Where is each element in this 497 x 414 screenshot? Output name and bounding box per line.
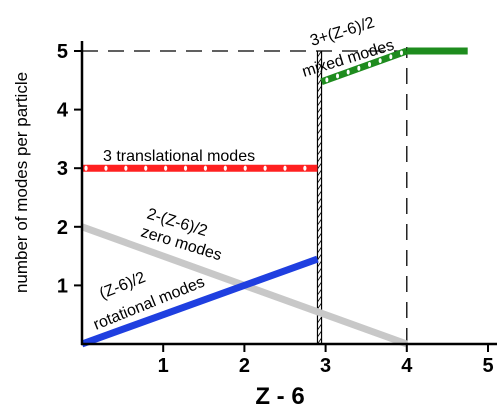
hatch-stroke	[317, 141, 322, 149]
mixed-marker	[325, 77, 329, 83]
translational-marker	[104, 165, 108, 171]
hatch-stroke	[317, 239, 322, 247]
hatch-stroke	[317, 92, 322, 100]
translational-marker	[203, 165, 208, 171]
hatch-stroke	[317, 197, 322, 205]
hatch-stroke	[317, 302, 322, 310]
x-tick-label: 2	[239, 355, 250, 377]
hatch-stroke	[317, 99, 322, 107]
hatch-stroke	[317, 106, 322, 114]
hatch-stroke	[317, 274, 322, 282]
translational-marker	[243, 165, 247, 171]
axis-ticks: 1 2 3 4 5 1 2 3 4 5	[57, 41, 494, 377]
hatch-stroke	[317, 323, 322, 331]
y-axis-label: number of modes per particle	[12, 72, 31, 293]
hatch-stroke	[317, 78, 322, 86]
mixed-marker	[336, 73, 340, 79]
translational-marker	[84, 165, 88, 171]
translational-marker	[303, 165, 307, 171]
hatch-stroke	[317, 127, 322, 135]
mixed-marker	[367, 62, 371, 67]
hatch-stroke	[317, 232, 322, 240]
x-tick-label: 5	[482, 355, 493, 377]
hatch-stroke	[317, 162, 322, 170]
x-tick-label: 1	[158, 355, 169, 377]
hatch-stroke	[317, 267, 322, 275]
hatch-stroke	[317, 246, 322, 254]
mixed-marker	[389, 54, 393, 60]
hatch-stroke	[317, 155, 322, 163]
translational-marker	[183, 165, 188, 171]
hatch-stroke	[317, 260, 322, 268]
hatch-stroke	[317, 330, 322, 338]
hatch-stroke	[317, 281, 322, 289]
y-tick-label: 1	[57, 275, 68, 297]
hatch-stroke	[317, 190, 322, 198]
hatch-stroke	[317, 85, 322, 93]
hatch-stroke	[317, 50, 322, 58]
translational-marker	[144, 165, 148, 171]
mixed-marker	[399, 50, 403, 56]
hatch-stroke	[317, 64, 322, 72]
hatch-stroke	[317, 253, 322, 261]
series-rotational-modes	[80, 255, 319, 348]
hatch-stroke	[317, 169, 322, 177]
hatch-stroke	[317, 113, 322, 121]
mixed-marker	[357, 65, 361, 71]
hatch-stroke	[317, 134, 322, 142]
hatch-stroke	[317, 225, 322, 233]
annotation-translational: 3 translational modes	[103, 148, 255, 165]
x-tick-label: 3	[320, 355, 331, 377]
translational-marker	[124, 165, 128, 171]
hatch-stroke	[317, 288, 322, 296]
x-axis-label: Z - 6	[255, 383, 304, 410]
hatch-stroke	[317, 183, 322, 191]
hatch-stroke	[317, 120, 322, 128]
transition-hatch	[317, 50, 322, 345]
hatch-stroke	[317, 176, 322, 184]
mixed-markers	[325, 50, 403, 83]
translational-markers	[84, 165, 307, 171]
hatch-stroke	[317, 218, 322, 226]
hatch-stroke	[317, 295, 322, 303]
x-tick-label: 4	[401, 355, 413, 377]
mixed-marker	[346, 69, 350, 75]
mixed-marker	[378, 58, 382, 64]
y-tick-label: 3	[57, 158, 68, 180]
hatch-stroke	[317, 316, 322, 324]
translational-marker	[223, 165, 227, 171]
series-mixed-modes	[320, 47, 408, 86]
hatch-stroke	[317, 57, 322, 65]
hatch-stroke	[317, 71, 322, 79]
translational-marker	[164, 165, 168, 171]
y-tick-label: 5	[57, 41, 68, 63]
translational-marker	[263, 165, 267, 171]
hatch-stroke	[317, 204, 322, 212]
translational-marker	[283, 165, 287, 171]
y-tick-label: 4	[57, 100, 69, 122]
hatch-stroke	[317, 211, 322, 219]
hatch-stroke	[317, 148, 322, 156]
y-tick-label: 2	[57, 217, 68, 239]
